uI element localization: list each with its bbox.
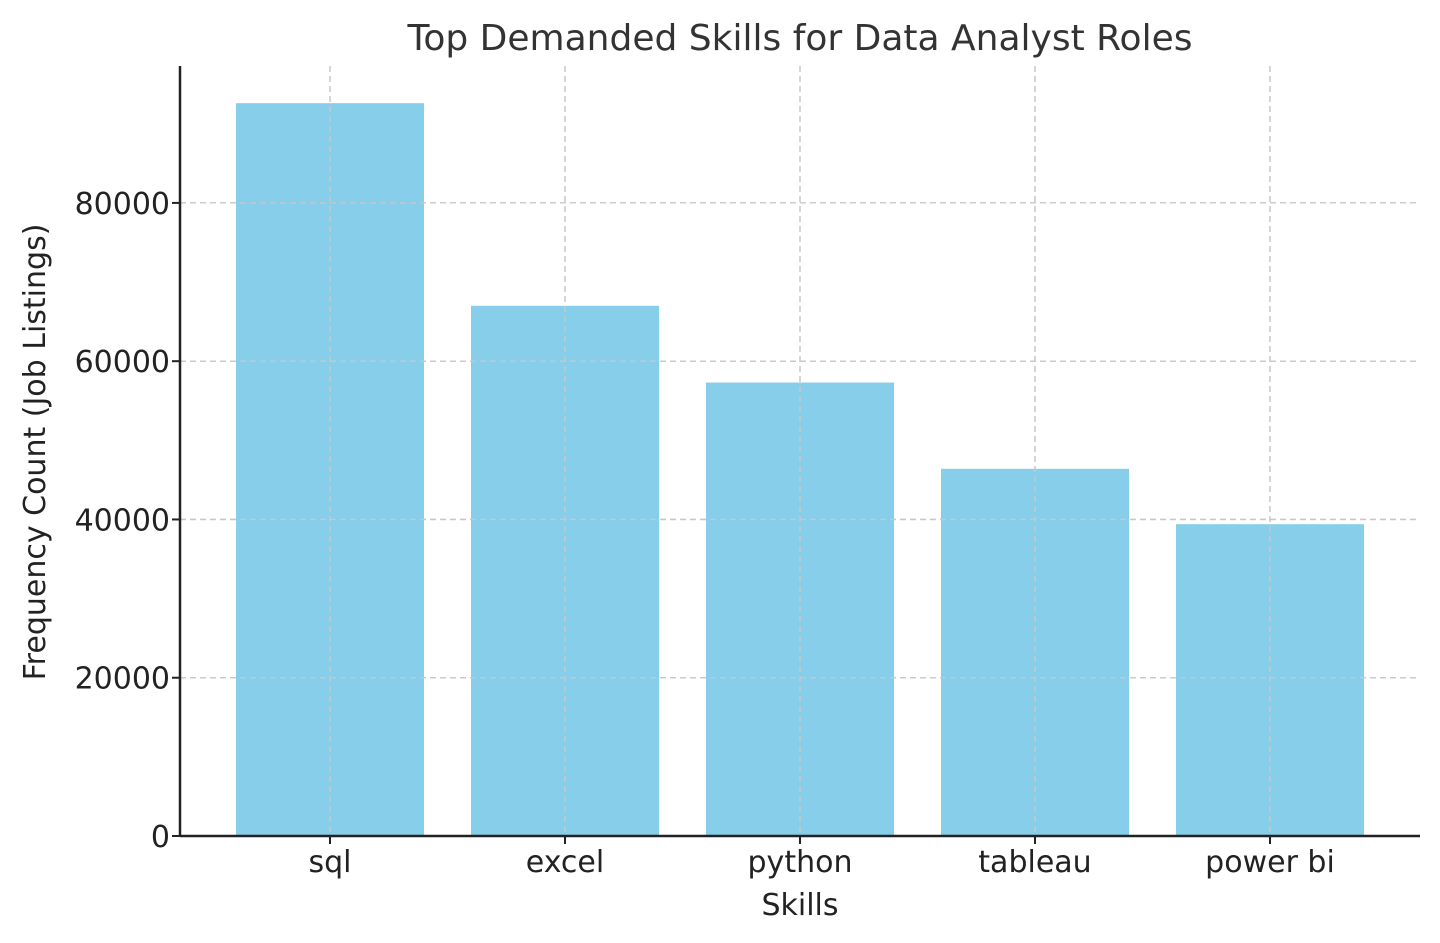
y-axis-label: Frequency Count (Job Listings)	[18, 224, 53, 681]
bars	[180, 66, 1420, 837]
y-tick-label: 60000	[75, 345, 170, 380]
y-tick-label: 40000	[75, 503, 170, 538]
x-tick-label: power bi	[1205, 845, 1335, 880]
y-tick-label: 0	[151, 820, 170, 855]
x-ticks: sql excel python tableau power bi	[308, 836, 1335, 880]
x-axis-label: Skills	[761, 888, 838, 923]
y-ticks: 0 20000 40000 60000 80000	[75, 187, 180, 855]
x-tick-label: sql	[308, 845, 351, 880]
x-tick-label: python	[748, 845, 853, 880]
x-tick-label: tableau	[978, 845, 1091, 880]
chart-title: Top Demanded Skills for Data Analyst Rol…	[406, 18, 1192, 59]
y-tick-label: 20000	[75, 662, 170, 697]
x-tick-label: excel	[526, 845, 604, 880]
y-tick-label: 80000	[75, 187, 170, 222]
